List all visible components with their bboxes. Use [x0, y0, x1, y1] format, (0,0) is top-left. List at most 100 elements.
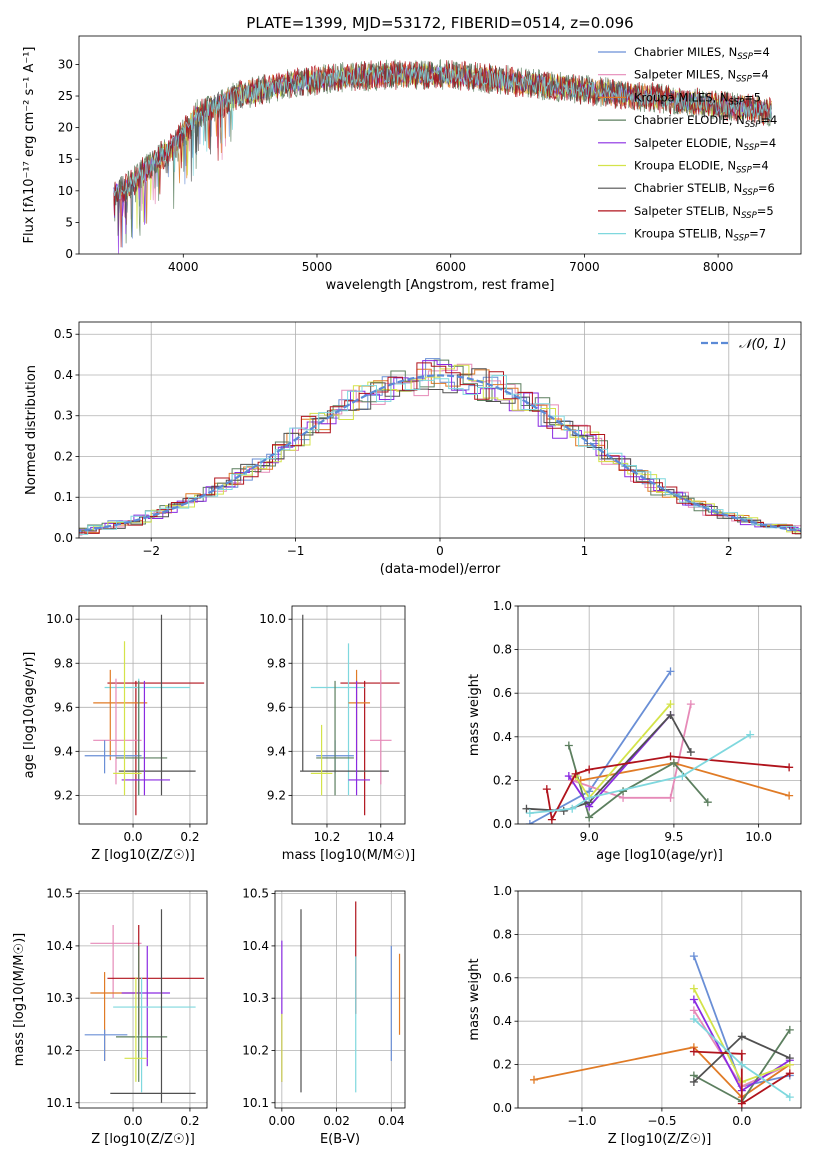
chart-weight-vs-age: 9.0 9.5 10.0 0.0 0.2 0.4 0.6 0.8 1.0 age [log10(a…	[467, 599, 802, 863]
y-tick-label: 10.4	[46, 939, 73, 953]
y-tick-label: 10.1	[46, 1096, 73, 1110]
x-tick-label: 0.0	[123, 830, 142, 844]
weight-point	[689, 1047, 698, 1056]
legend-entry: Salpeter MILES, NSSP=4	[634, 68, 769, 85]
x-tick-label: 6000	[435, 260, 466, 274]
legend: Chabrier MILES, NSSP=4 Salpeter MILES, NS…	[598, 45, 777, 244]
weight-series-line	[574, 703, 672, 800]
x-tick-label: 0.2	[180, 1114, 199, 1128]
y-tick-label: 10.5	[242, 887, 269, 901]
weight-point	[678, 772, 687, 781]
y-tick-label: 10.0	[259, 612, 286, 626]
y-tick-label: 20	[58, 121, 73, 135]
weight-point	[689, 952, 698, 961]
y-tick-label: 9.4	[54, 744, 73, 758]
weight-point	[547, 815, 556, 824]
x-tick-label: 4000	[168, 260, 199, 274]
weight-point	[666, 700, 675, 709]
y-tick-label: 0.0	[493, 817, 512, 831]
y-tick-label: 5	[65, 215, 73, 229]
x-tick-label: 10.4	[367, 830, 394, 844]
weight-point	[737, 1049, 746, 1058]
axes-frame	[78, 35, 802, 255]
plot-area	[300, 614, 400, 816]
y-tick-label: 10.5	[46, 887, 73, 901]
plot-area	[79, 358, 801, 536]
weight-point	[525, 809, 534, 818]
legend-entry: Chabrier MILES, NSSP=4	[634, 45, 770, 62]
y-tick-label: 0.8	[493, 643, 512, 657]
weight-point	[525, 820, 534, 824]
y-tick-label: 15	[58, 152, 73, 166]
x-tick-label: 10.2	[314, 830, 341, 844]
legend-entry: Kroupa MILES, NSSP=5	[634, 90, 761, 107]
y-tick-label: 9.2	[54, 788, 73, 802]
weight-point	[666, 752, 675, 761]
legend-entry: Kroupa STELIB, NSSP=7	[634, 227, 766, 244]
y-tick-label: 10.3	[242, 991, 269, 1005]
plot-area	[113, 58, 772, 254]
legend-entry: Salpeter STELIB, NSSP=5	[634, 204, 774, 221]
y-tick-label: 1.0	[493, 599, 512, 613]
x-axis-label: age [log10(age/yr)]	[596, 848, 723, 863]
y-tick-label: 0.0	[54, 531, 73, 545]
weight-point	[666, 711, 675, 719]
y-tick-label: 9.2	[267, 788, 286, 802]
weight-lines	[529, 952, 794, 1108]
x-tick-label: 0.0	[732, 1114, 751, 1128]
weight-point	[686, 748, 695, 757]
weight-point	[564, 772, 573, 781]
plot-area	[529, 952, 794, 1108]
weight-point	[559, 806, 568, 815]
weight-point	[585, 765, 594, 774]
y-axis-label: age [log10(age/yr)]	[22, 652, 37, 779]
weight-series-line	[529, 670, 672, 824]
chart-residuals: −2 −1 0 1 2 0.0 0.1 0.2 0.3 0.4 0.5 (data-model)/er…	[24, 321, 802, 577]
y-axis-label: mass weight	[467, 674, 482, 756]
axes-frame	[78, 605, 208, 825]
chart-age-vs-mass: 10.2 10.4 9.2 9.4 9.6 9.8 10.0 mass [log10(M/M☉…	[259, 605, 415, 863]
y-tick-label: 10.4	[242, 939, 269, 953]
x-tick-label: −1	[287, 544, 305, 558]
weight-point	[585, 793, 594, 802]
x-tick-label: 10.0	[745, 830, 772, 844]
chart-weight-vs-Z: −1.0 −0.5 0.0 0.0 0.2 0.4 0.6 0.8 1.0 Z [log10(Z/…	[467, 884, 802, 1147]
legend-entry: Chabrier ELODIE, NSSP=4	[634, 113, 777, 130]
weight-point	[666, 793, 675, 802]
chart-mass-vs-Z: 0.0 0.2 10.1 10.2 10.3 10.4 10.5 Z [log10(Z/Z☉)…	[12, 887, 208, 1147]
weight-point	[529, 1075, 538, 1084]
y-tick-label: 9.8	[54, 656, 73, 670]
weight-point	[571, 769, 580, 778]
legend-entry: 𝒩(0, 1)	[739, 337, 786, 352]
y-tick-label: 0.4	[493, 730, 512, 744]
weight-point	[568, 804, 577, 813]
weight-point	[689, 1015, 698, 1024]
weight-lines	[522, 667, 794, 824]
y-tick-label: 0.4	[493, 1014, 512, 1028]
weight-point	[703, 798, 712, 807]
chart-spectrum: 4000 5000 6000 7000 8000 0 5 10 15 20 25 30 waveleng…	[22, 14, 802, 293]
histogram-series	[79, 364, 801, 533]
weight-point	[689, 1077, 698, 1086]
spectrum-line	[113, 60, 772, 248]
y-tick-label: 0	[65, 247, 73, 261]
y-tick-label: 10.2	[46, 1043, 73, 1057]
y-axis-label: mass [log10(M/M☉)]	[12, 933, 27, 1066]
weight-point	[785, 763, 794, 772]
x-tick-label: −0.5	[647, 1114, 676, 1128]
x-axis-label: mass [log10(M/M☉)]	[282, 848, 415, 863]
y-tick-label: 0.4	[54, 368, 73, 382]
weight-point	[689, 1006, 698, 1015]
legend-entry: Chabrier STELIB, NSSP=6	[634, 181, 775, 198]
plot-area	[84, 614, 205, 816]
x-axis-label: (data-model)/error	[380, 562, 501, 577]
y-tick-label: 10.3	[46, 991, 73, 1005]
y-tick-label: 0.2	[54, 449, 73, 463]
weight-point	[737, 1060, 746, 1069]
x-tick-label: 5000	[302, 260, 333, 274]
weight-point	[785, 1054, 794, 1063]
x-tick-label: 9.5	[664, 830, 683, 844]
y-tick-label: 9.4	[267, 744, 286, 758]
x-tick-label: −1.0	[567, 1114, 596, 1128]
weight-point	[785, 791, 794, 800]
